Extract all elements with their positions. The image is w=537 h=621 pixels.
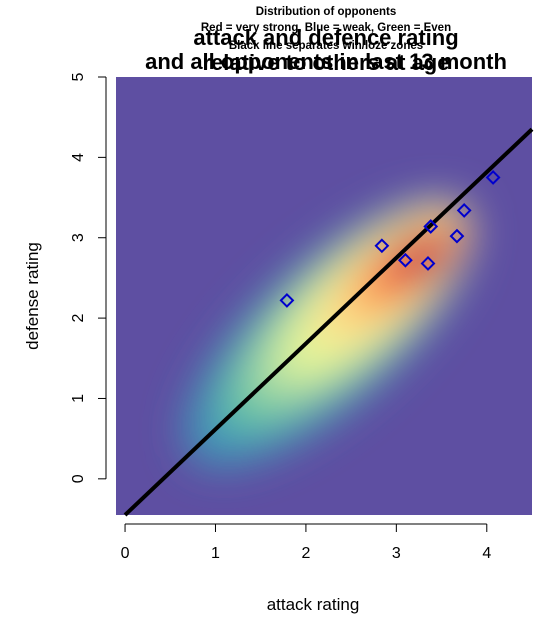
y-tick-label-4: 4 xyxy=(70,153,87,162)
win-lose-separator-line xyxy=(123,127,534,517)
x-axis-label: attack rating xyxy=(267,595,360,614)
x-tick-label-1: 1 xyxy=(211,545,220,562)
chart-title-line-3: and all opponents in last 13 month xyxy=(145,49,507,74)
opponent-point-7 xyxy=(485,170,501,185)
chart-subtitle-line-2: Red = very strong, Blue = weak, Green = … xyxy=(201,22,451,34)
opponent-point-0 xyxy=(279,293,295,308)
y-tick-label-2: 2 xyxy=(70,314,87,323)
chart-subtitle-line-3: Black line separates win/loze zones xyxy=(229,40,423,52)
opponent-point-3 xyxy=(420,256,436,271)
x-tick-label-4: 4 xyxy=(482,545,491,562)
opponent-point-1 xyxy=(374,238,390,254)
y-tick-label-1: 1 xyxy=(70,394,87,403)
y-tick-label-0: 0 xyxy=(70,474,87,483)
plot-area xyxy=(116,77,534,517)
chart-title-line-2: relative to others at age xyxy=(203,50,450,75)
density-layer-8 xyxy=(405,245,437,270)
y-tick-label-3: 3 xyxy=(70,233,87,242)
opponent-point-2 xyxy=(397,252,413,268)
y-tick-label-5: 5 xyxy=(70,72,87,81)
x-tick-label-3: 3 xyxy=(392,545,401,562)
opponent-points xyxy=(279,170,501,308)
y-axis-label: defense rating xyxy=(23,242,42,350)
chart-subtitle-line-1: Distribution of opponents xyxy=(256,6,397,18)
x-tick-label-0: 0 xyxy=(121,545,130,562)
x-tick-label-2: 2 xyxy=(301,545,310,562)
chart-title-line-1: attack and defence rating xyxy=(193,25,458,50)
x-axis: 0 1 2 3 4 xyxy=(121,523,491,562)
y-axis: 0 1 2 3 4 5 xyxy=(70,72,107,483)
density-heatmap xyxy=(183,198,475,468)
opponent-point-6 xyxy=(456,202,472,218)
opponent-point-4 xyxy=(423,219,439,234)
opponent-point-5 xyxy=(449,228,465,244)
chart-titles: attack and defence rating relative to ot… xyxy=(145,6,507,75)
